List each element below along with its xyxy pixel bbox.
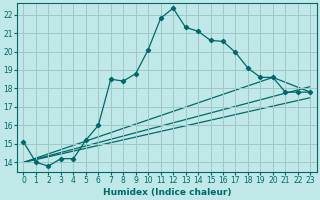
X-axis label: Humidex (Indice chaleur): Humidex (Indice chaleur) bbox=[103, 188, 231, 197]
